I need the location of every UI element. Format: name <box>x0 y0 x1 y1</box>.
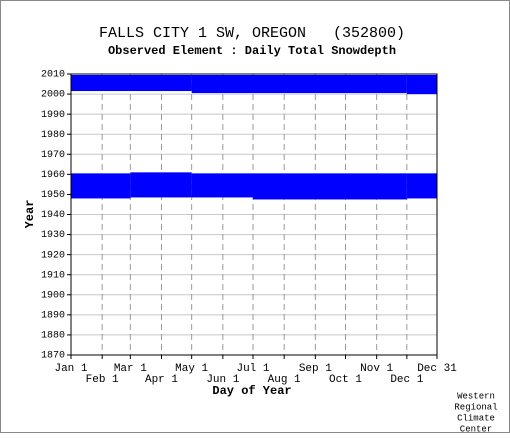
coverage-block <box>71 173 131 199</box>
x-tick-label: Dec 31 <box>417 363 457 375</box>
y-tick-label: 1910 <box>41 270 65 281</box>
y-tick-label: 2000 <box>41 90 65 101</box>
y-tick-label: 1880 <box>41 331 65 342</box>
y-tick-label: 1920 <box>41 250 65 261</box>
y-tick-label: 1870 <box>41 351 65 362</box>
y-tick-label: 1960 <box>41 170 65 181</box>
coverage-block <box>71 75 192 92</box>
x-tick-label: Mar 1 <box>114 363 147 375</box>
credit: Western <box>457 391 495 401</box>
credit: Center <box>460 424 492 433</box>
y-tick-label: 1980 <box>41 130 65 141</box>
x-tick-label: Feb 1 <box>86 374 119 386</box>
credit: Climate <box>457 413 495 423</box>
plot-border <box>70 73 438 356</box>
coverage-block <box>406 173 437 199</box>
x-tick-label: Sep 1 <box>299 363 332 375</box>
y-tick-label: 1900 <box>41 290 65 301</box>
y-axis-label: Year <box>23 200 37 229</box>
coverage-block <box>406 75 437 95</box>
x-tick-label: Nov 1 <box>360 363 393 375</box>
y-tick-label: 1930 <box>41 230 65 241</box>
chart-subtitle: Observed Element : Daily Total Snowdepth <box>108 44 396 58</box>
credit: Regional <box>454 402 497 412</box>
x-tick-label: Apr 1 <box>145 374 178 386</box>
y-tick-label: 1990 <box>41 110 65 121</box>
coverage-block <box>191 173 253 198</box>
x-tick-label: May 1 <box>175 363 208 375</box>
x-axis-label: Day of Year <box>212 384 291 398</box>
y-tick-label: 1950 <box>41 190 65 201</box>
x-tick-label: Jan 1 <box>54 363 87 375</box>
chart-title: FALLS CITY 1 SW, OREGON (352800) <box>99 25 405 42</box>
x-tick-label: Oct 1 <box>329 374 362 386</box>
x-tick-label: Dec 1 <box>390 374 423 386</box>
y-tick-label: 1890 <box>41 310 65 321</box>
coverage-block <box>252 173 407 200</box>
coverage-block <box>191 75 407 94</box>
x-tick-label: Jul 1 <box>236 363 269 375</box>
y-tick-label: 2010 <box>41 70 65 81</box>
y-tick-label: 1970 <box>41 150 65 161</box>
x-tick-label: Aug 1 <box>268 374 301 386</box>
y-tick-label: 1940 <box>41 210 65 221</box>
x-tick-label: Jun 1 <box>206 374 239 386</box>
coverage-block <box>130 172 192 198</box>
